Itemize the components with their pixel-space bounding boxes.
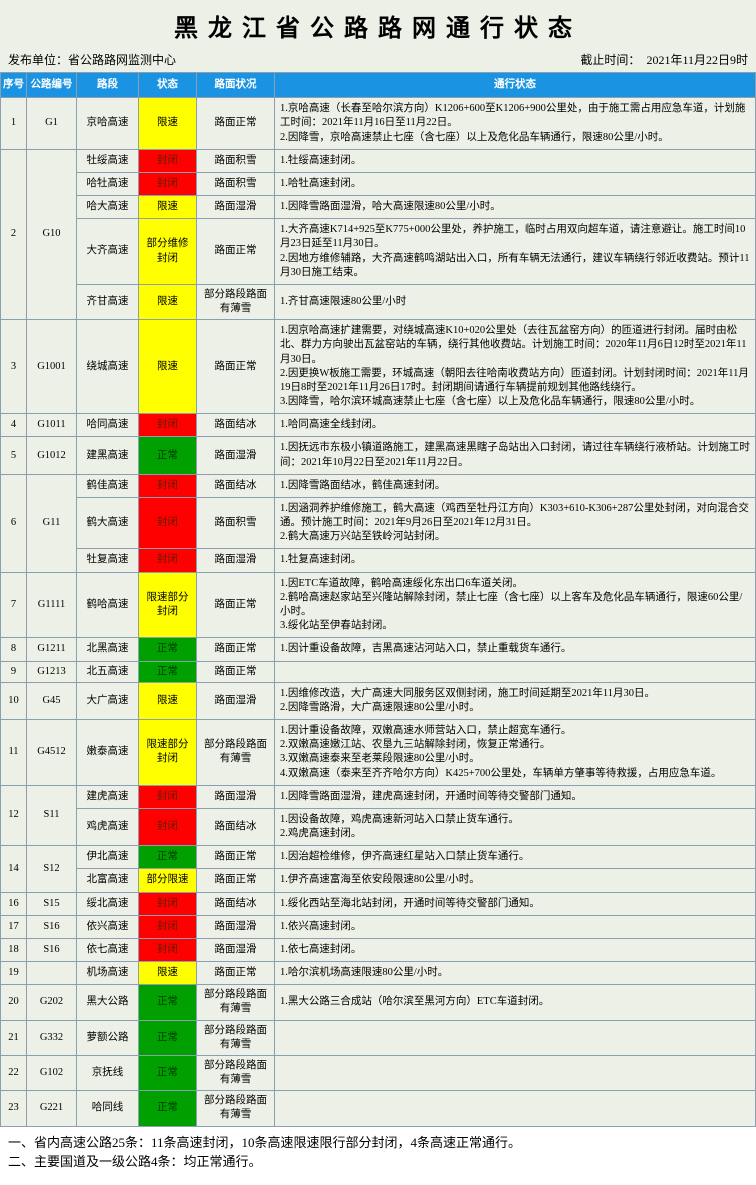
status-cell: 部分维修封闭 [139, 219, 197, 285]
table-row: 21G332萝额公路正常部分路段路面有薄雪 [1, 1020, 756, 1055]
table-row: 10G45大广高速限速路面湿滑1.因维修改造，大广高速大同服务区双侧封闭，施工时… [1, 682, 756, 719]
desc-cell: 1.伊齐高速富海至依安段限速80公里/小时。 [275, 869, 756, 892]
desc-cell: 1.因ETC车道故障，鹤哈高速绥化东出口6车道关闭。2.鹤哈高速赵家站至兴隆站解… [275, 572, 756, 638]
table-row: 2G10牡绥高速封闭路面积雪1.牡绥高速封闭。 [1, 149, 756, 172]
desc-cell: 1.牡复高速封闭。 [275, 549, 756, 572]
desc-cell: 1.因计重设备故障，双嫩高速水师营站入口，禁止超宽车通行。2.双嫩高速嫩江站、农… [275, 720, 756, 786]
summary-footer: 一、省内高速公路25条：11条高速封闭，10条高速限速限行部分封闭，4条高速正常… [0, 1127, 756, 1182]
desc-cell: 1.黑大公路三合成站（哈尔滨至黑河方向）ETC车道封闭。 [275, 985, 756, 1020]
status-cell: 封闭 [139, 172, 197, 195]
column-header: 状态 [139, 73, 197, 98]
desc-cell: 1.大齐高速K714+925至K775+000公里处，养护施工，临时占用双向超车… [275, 219, 756, 285]
table-row: 9G1213北五高速正常路面正常 [1, 661, 756, 682]
status-cell: 封闭 [139, 414, 197, 437]
desc-cell: 1.依七高速封闭。 [275, 938, 756, 961]
desc-cell: 1.依兴高速封闭。 [275, 915, 756, 938]
column-header: 路段 [77, 73, 139, 98]
status-cell: 封闭 [139, 474, 197, 497]
status-cell: 正常 [139, 638, 197, 661]
table-row: 17S16依兴高速封闭路面湿滑1.依兴高速封闭。 [1, 915, 756, 938]
desc-cell: 1.因计重设备故障，吉黑高速沾河站入口，禁止重载货车通行。 [275, 638, 756, 661]
status-cell: 封闭 [139, 785, 197, 808]
table-row: 22G102京抚线正常部分路段路面有薄雪 [1, 1055, 756, 1090]
table-row: 20G202黑大公路正常部分路段路面有薄雪1.黑大公路三合成站（哈尔滨至黑河方向… [1, 985, 756, 1020]
desc-cell [275, 1091, 756, 1126]
desc-cell: 1.因设备故障，鸡虎高速新河站入口禁止货车通行。2.鸡虎高速封闭。 [275, 808, 756, 845]
desc-cell: 1.京哈高速（长春至哈尔滨方向）K1206+600至K1206+900公里处，由… [275, 98, 756, 150]
status-cell: 限速部分封闭 [139, 572, 197, 638]
table-row: 齐甘高速限速部分路段路面有薄雪1.齐甘高速限速80公里/小时 [1, 284, 756, 319]
desc-cell [275, 1055, 756, 1090]
column-header: 路面状况 [197, 73, 275, 98]
table-row: 5G1012建黑高速正常路面湿滑1.因抚远市东极小镇道路施工，建黑高速黑瞎子岛站… [1, 437, 756, 474]
desc-cell: 1.因抚远市东极小镇道路施工，建黑高速黑瞎子岛站出入口封闭，请过往车辆绕行液桥站… [275, 437, 756, 474]
table-row: 3G1001绕城高速限速路面正常1.因京哈高速扩建需要，对绕城高速K10+020… [1, 320, 756, 414]
table-row: 大齐高速部分维修封闭路面正常1.大齐高速K714+925至K775+000公里处… [1, 219, 756, 285]
desc-cell: 1.牡绥高速封闭。 [275, 149, 756, 172]
desc-cell: 1.哈牡高速封闭。 [275, 172, 756, 195]
table-row: 1G1京哈高速限速路面正常1.京哈高速（长春至哈尔滨方向）K1206+600至K… [1, 98, 756, 150]
page-title: 黑龙江省公路路网通行状态 [0, 0, 756, 49]
desc-cell: 1.哈同高速全线封闭。 [275, 414, 756, 437]
desc-cell: 1.因降雪路面湿滑，哈大高速限速80公里/小时。 [275, 196, 756, 219]
table-row: 14S12伊北高速正常路面正常1.因治超检维修，伊齐高速红星站入口禁止货车通行。 [1, 846, 756, 869]
desc-cell: 1.齐甘高速限速80公里/小时 [275, 284, 756, 319]
desc-cell: 1.因治超检维修，伊齐高速红星站入口禁止货车通行。 [275, 846, 756, 869]
table-row: 鸡虎高速封闭路面结冰1.因设备故障，鸡虎高速新河站入口禁止货车通行。2.鸡虎高速… [1, 808, 756, 845]
desc-cell: 1.哈尔滨机场高速限速80公里/小时。 [275, 962, 756, 985]
status-table: 序号公路编号路段状态路面状况通行状态 1G1京哈高速限速路面正常1.京哈高速（长… [0, 72, 756, 1127]
table-row: 19机场高速限速路面正常1.哈尔滨机场高速限速80公里/小时。 [1, 962, 756, 985]
status-cell: 封闭 [139, 497, 197, 549]
table-row: 23G221哈同线正常部分路段路面有薄雪 [1, 1091, 756, 1126]
status-cell: 限速 [139, 196, 197, 219]
publisher: 发布单位：省公路路网监测中心 [8, 51, 176, 68]
desc-cell: 1.因涵洞养护维修施工，鹤大高速（鸡西至牡丹江方向）K303+610-K306+… [275, 497, 756, 549]
table-row: 7G1111鹤哈高速限速部分封闭路面正常1.因ETC车道故障，鹤哈高速绥化东出口… [1, 572, 756, 638]
table-row: 16S15绥北高速封闭路面结冰1.绥化西站至海北站封闭，开通时间等待交警部门通知… [1, 892, 756, 915]
status-cell: 封闭 [139, 549, 197, 572]
status-cell: 部分限速 [139, 869, 197, 892]
status-cell: 正常 [139, 1055, 197, 1090]
column-header: 公路编号 [27, 73, 77, 98]
status-cell: 正常 [139, 985, 197, 1020]
desc-cell [275, 1020, 756, 1055]
table-row: 18S16依七高速封闭路面湿滑1.依七高速封闭。 [1, 938, 756, 961]
status-cell: 封闭 [139, 915, 197, 938]
table-row: 哈大高速限速路面湿滑1.因降雪路面湿滑，哈大高速限速80公里/小时。 [1, 196, 756, 219]
table-row: 牡复高速封闭路面湿滑1.牡复高速封闭。 [1, 549, 756, 572]
table-row: 4G1011哈同高速封闭路面结冰1.哈同高速全线封闭。 [1, 414, 756, 437]
desc-cell: 1.因京哈高速扩建需要，对绕城高速K10+020公里处（去往瓦盆窑方向）的匝道进… [275, 320, 756, 414]
status-cell: 限速 [139, 98, 197, 150]
status-cell: 正常 [139, 846, 197, 869]
table-row: 11G4512嫩泰高速限速部分封闭部分路段路面有薄雪1.因计重设备故障，双嫩高速… [1, 720, 756, 786]
status-cell: 限速 [139, 284, 197, 319]
desc-cell: 1.因维修改造，大广高速大同服务区双侧封闭，施工时间延期至2021年11月30日… [275, 682, 756, 719]
status-cell: 封闭 [139, 938, 197, 961]
status-cell: 封闭 [139, 149, 197, 172]
asof-time: 截止时间： 2021年11月22日9时 [580, 51, 748, 68]
status-cell: 正常 [139, 1020, 197, 1055]
table-row: 北富高速部分限速路面正常1.伊齐高速富海至依安段限速80公里/小时。 [1, 869, 756, 892]
status-cell: 限速 [139, 320, 197, 414]
column-header: 序号 [1, 73, 27, 98]
table-row: 8G1211北黑高速正常路面正常1.因计重设备故障，吉黑高速沾河站入口，禁止重载… [1, 638, 756, 661]
desc-cell: 1.因降雪路面结冰，鹤佳高速封闭。 [275, 474, 756, 497]
table-row: 哈牡高速封闭路面积雪1.哈牡高速封闭。 [1, 172, 756, 195]
desc-cell: 1.因降雪路面湿滑，建虎高速封闭，开通时间等待交警部门通知。 [275, 785, 756, 808]
desc-cell [275, 661, 756, 682]
status-cell: 正常 [139, 437, 197, 474]
column-header: 通行状态 [275, 73, 756, 98]
table-row: 12S11建虎高速封闭路面湿滑1.因降雪路面湿滑，建虎高速封闭，开通时间等待交警… [1, 785, 756, 808]
status-cell: 限速部分封闭 [139, 720, 197, 786]
table-row: 6G11鹤佳高速封闭路面结冰1.因降雪路面结冰，鹤佳高速封闭。 [1, 474, 756, 497]
status-cell: 封闭 [139, 808, 197, 845]
status-cell: 封闭 [139, 892, 197, 915]
status-cell: 正常 [139, 661, 197, 682]
status-cell: 限速 [139, 962, 197, 985]
status-cell: 正常 [139, 1091, 197, 1126]
table-row: 鹤大高速封闭路面积雪1.因涵洞养护维修施工，鹤大高速（鸡西至牡丹江方向）K303… [1, 497, 756, 549]
desc-cell: 1.绥化西站至海北站封闭，开通时间等待交警部门通知。 [275, 892, 756, 915]
status-cell: 限速 [139, 682, 197, 719]
